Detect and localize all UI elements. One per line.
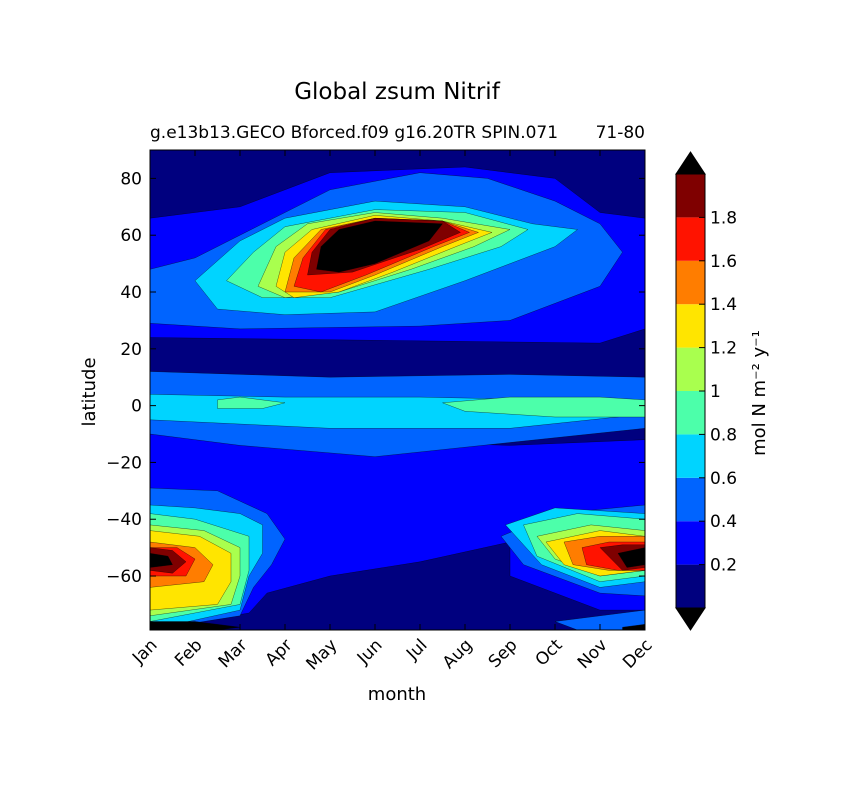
- y-tick-label: 40: [120, 283, 142, 303]
- colorbar-swatch-6: [676, 304, 705, 348]
- y-tick-label: −40: [106, 510, 142, 530]
- colorbar-tick-label: 0.6: [710, 469, 737, 489]
- colorbar-swatch-2: [676, 477, 705, 522]
- colorbar-tick-label: 0.8: [710, 425, 737, 445]
- colorbar-tick-label: 1: [710, 382, 721, 402]
- y-axis-label: latitude: [79, 357, 100, 426]
- chart-subtitle-left: g.e13b13.GECO Bforced.f09 g16.20TR SPIN.…: [150, 123, 558, 143]
- x-tick-label: May: [303, 635, 342, 674]
- colorbar-extend-low: [675, 607, 706, 631]
- x-axis-label: month: [368, 684, 426, 705]
- colorbar-tick-label: 1.4: [710, 295, 737, 315]
- contour-band-2_0-4: [622, 624, 645, 630]
- colorbar-swatch-4: [676, 391, 705, 435]
- y-tick-label: 20: [120, 340, 142, 360]
- chart-subtitle-right: 71-80: [596, 123, 645, 143]
- y-tick-label: −20: [106, 453, 142, 473]
- colorbar-swatch-5: [676, 347, 705, 391]
- x-tick-label: Dec: [619, 635, 656, 672]
- x-tick-label: Feb: [171, 635, 206, 670]
- contour-band-2_0-0: [316, 220, 443, 273]
- contour-band-0_8-1: [217, 396, 286, 409]
- chart-title: Global zsum Nitrif: [294, 79, 500, 105]
- x-tick-label: Jun: [353, 635, 387, 669]
- x-tick-label: Jul: [402, 635, 431, 664]
- contour-band-2_0-2: [617, 547, 645, 568]
- contour-band-0_4-4: [554, 609, 645, 630]
- colorbar-swatch-7: [676, 260, 705, 305]
- colorbar-tick-label: 1.6: [710, 252, 737, 272]
- colorbar-extend-high: [675, 151, 706, 175]
- x-tick-label: Oct: [532, 635, 567, 670]
- colorbar-tick-label: 1.2: [710, 339, 737, 359]
- x-tick-label: Nov: [574, 635, 612, 673]
- colorbar-swatch-0: [676, 564, 705, 608]
- x-tick-label: Sep: [485, 635, 522, 672]
- x-tick-label: Aug: [439, 635, 477, 673]
- x-tick-label: Mar: [215, 635, 252, 672]
- colorbar-tick-label: 0.4: [710, 512, 737, 532]
- colorbar-tick-label: 1.8: [710, 208, 737, 228]
- colorbar-tick-label: 0.2: [710, 556, 737, 576]
- colorbar-label: mol N m⁻² y⁻¹: [749, 330, 770, 456]
- y-tick-label: 60: [120, 226, 142, 246]
- colorbar-swatch-3: [676, 434, 705, 478]
- colorbar-swatch-8: [676, 217, 705, 261]
- contour-plot-area: [150, 150, 645, 630]
- plot-frame: [149, 149, 646, 631]
- y-tick-label: 0: [131, 397, 142, 417]
- x-tick-label: Apr: [262, 635, 297, 670]
- y-tick-label: −60: [106, 567, 142, 587]
- colorbar-swatch-9: [676, 174, 705, 218]
- x-tick-label: Jan: [128, 635, 161, 668]
- y-tick-label: 80: [120, 169, 142, 189]
- colorbar: 0.2 0.4 0.6 0.8 1 1.2 1.4 1.6 1.8: [675, 151, 737, 631]
- colorbar-swatch-1: [676, 521, 705, 565]
- contour-band-2_0-1: [150, 553, 173, 568]
- contour-band-0_8-2: [442, 396, 645, 418]
